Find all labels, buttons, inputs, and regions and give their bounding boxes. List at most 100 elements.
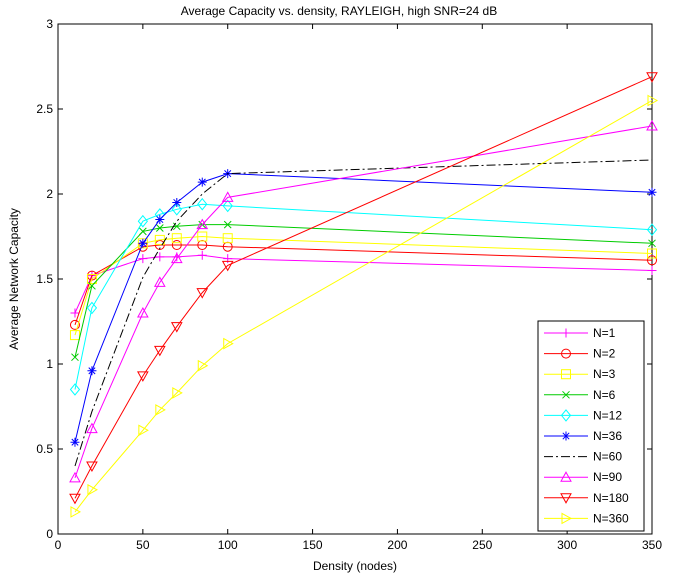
data-point <box>196 288 209 299</box>
legend-label: N=3 <box>593 367 616 381</box>
y-axis-title: Average Network Capacity <box>7 208 21 350</box>
chart-title: Average Capacity vs. density, RAYLEIGH, … <box>181 4 498 18</box>
data-point <box>197 197 208 211</box>
data-point <box>138 238 148 248</box>
data-point <box>86 422 98 434</box>
data-point <box>646 119 658 131</box>
data-point <box>70 437 80 447</box>
data-point <box>137 214 149 228</box>
series-n-90 <box>69 119 658 483</box>
legend-marker <box>561 348 571 359</box>
series-line <box>74 76 653 499</box>
legend-marker <box>561 431 571 441</box>
data-point <box>171 240 182 250</box>
data-point <box>172 222 181 231</box>
data-point <box>171 203 182 216</box>
data-point <box>139 227 147 236</box>
data-point <box>71 353 79 362</box>
data-point <box>70 308 80 318</box>
data-point <box>137 371 149 382</box>
series-n-360 <box>70 94 659 518</box>
data-point <box>70 506 82 518</box>
series-n-6 <box>71 220 656 362</box>
legend-marker <box>560 409 572 422</box>
series-layer <box>69 72 659 518</box>
x-tick-label: 100 <box>218 538 238 552</box>
data-point <box>223 220 232 229</box>
x-tick-label: 250 <box>472 538 492 552</box>
data-point <box>87 483 98 496</box>
legend-label: N=180 <box>593 491 629 505</box>
data-point <box>87 366 97 376</box>
data-point <box>172 387 183 399</box>
data-point <box>197 359 209 372</box>
x-tick-label: 200 <box>387 538 407 552</box>
legend-label: N=12 <box>593 408 622 422</box>
y-tick-label: 1 <box>46 357 53 371</box>
data-point <box>222 233 233 244</box>
legend-marker <box>561 328 571 338</box>
legend-box <box>537 320 645 532</box>
data-point <box>154 240 165 250</box>
data-point <box>155 215 165 224</box>
y-tick-label: 2.5 <box>36 102 53 116</box>
legend-marker <box>560 471 572 482</box>
x-tick-label: 0 <box>55 538 62 552</box>
x-tick-label: 50 <box>136 538 150 552</box>
data-point <box>647 187 657 197</box>
legend-label: N=1 <box>593 326 616 340</box>
data-point <box>153 276 166 287</box>
legend-marker <box>561 512 573 525</box>
data-point <box>197 250 207 260</box>
data-point <box>154 234 165 245</box>
series-line <box>74 224 653 358</box>
data-point <box>221 260 234 272</box>
x-axis-title: Density (nodes) <box>313 559 397 573</box>
data-point <box>69 319 80 330</box>
legend: N=1 N=2 N=3 N=6 N=12 N=36 N=60 N=90 N=180 N=360 <box>537 320 645 532</box>
data-point <box>197 177 207 187</box>
legend-label: N=2 <box>593 347 616 361</box>
data-point <box>170 322 183 333</box>
data-point <box>69 493 81 505</box>
data-point <box>222 199 233 213</box>
x-tick-label: 300 <box>557 538 577 552</box>
data-point <box>646 72 658 83</box>
data-point <box>196 218 209 230</box>
data-point <box>138 254 148 264</box>
data-point <box>647 94 659 107</box>
x-tick-label: 150 <box>303 538 323 552</box>
y-tick-label: 3 <box>46 17 53 31</box>
data-point <box>155 404 166 416</box>
data-point <box>647 266 657 275</box>
x-tick-label: 350 <box>642 538 662 552</box>
data-point <box>138 424 149 437</box>
data-point <box>172 198 182 207</box>
data-point <box>223 337 234 350</box>
data-point <box>155 252 165 262</box>
series-n-60 <box>74 159 653 467</box>
y-tick-label: 0 <box>46 527 53 541</box>
data-point <box>137 306 149 318</box>
data-point <box>86 301 98 315</box>
data-point <box>171 233 182 244</box>
data-point <box>155 224 164 232</box>
legend-marker <box>562 390 570 399</box>
legend-label: N=360 <box>593 511 629 525</box>
data-point <box>86 274 97 284</box>
axis-ticks: 0 50 100 150 200 250 300 350 0 0.5 1 1.5 2 2.5 3 <box>36 17 662 552</box>
data-point <box>221 191 234 202</box>
data-point <box>647 248 657 259</box>
data-point <box>647 255 657 266</box>
y-tick-label: 1.5 <box>36 272 53 286</box>
legend-label: N=90 <box>593 470 622 484</box>
legend-label: N=36 <box>593 429 622 443</box>
data-point <box>646 223 658 236</box>
series-line <box>74 125 653 479</box>
series-n-12 <box>69 197 658 396</box>
legend-marker <box>560 493 572 504</box>
data-point <box>69 383 81 396</box>
data-point <box>86 461 98 473</box>
series-line <box>74 159 653 467</box>
